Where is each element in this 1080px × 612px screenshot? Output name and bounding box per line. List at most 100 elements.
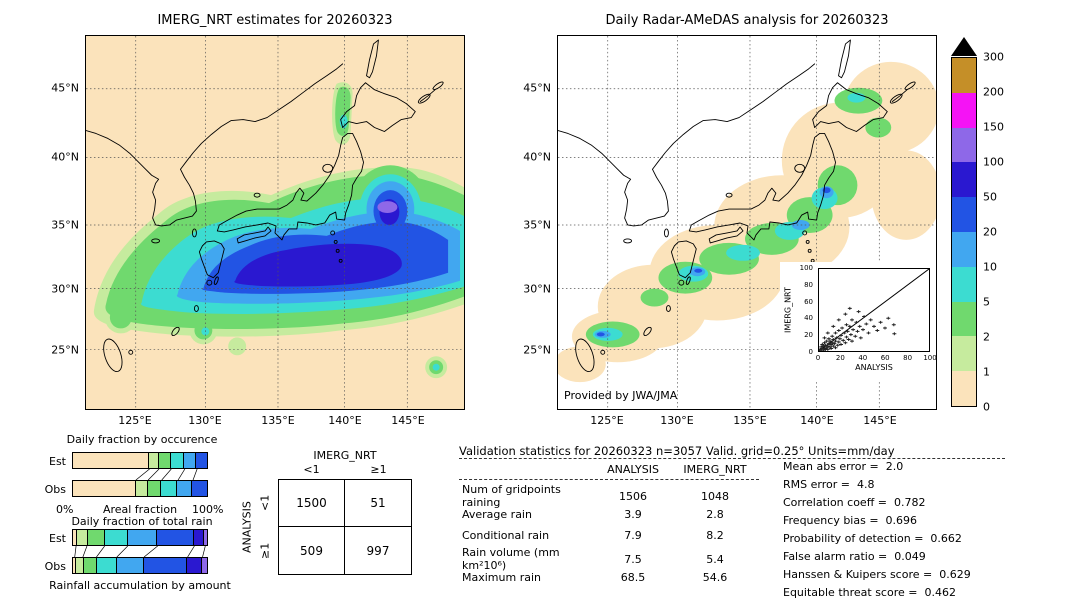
scatter-point	[846, 330, 850, 333]
right-lon-tick-label: 125°E	[590, 414, 624, 427]
scatter-point	[841, 339, 845, 342]
scatter-point	[875, 329, 879, 332]
inset-y-tick-label: 40	[804, 314, 813, 323]
left-lat-tick-label: 30°N	[51, 282, 79, 296]
left-lat-tick-label: 45°N	[51, 81, 79, 95]
left-lat-tick-label: 35°N	[51, 218, 79, 232]
inset-x-tick-label: 0	[815, 354, 821, 362]
scatter-point	[819, 345, 823, 348]
right-map-title: Daily Radar-AMeDAS analysis for 20260323	[605, 13, 889, 28]
stats-analysis-value: 68.5	[620, 571, 646, 584]
metric-line: Probability of detection = 0.662	[783, 532, 962, 545]
colorbar-tick-label: 2	[983, 330, 990, 344]
colorbar-band-9	[952, 371, 976, 406]
colorbar-band-2	[952, 127, 976, 163]
scatter-point	[837, 341, 841, 344]
scatter-point	[836, 344, 840, 347]
occurrence-x-max: 100%	[192, 503, 224, 516]
scatter-point	[872, 325, 876, 328]
metric-line: RMS error = 4.8	[783, 478, 875, 491]
bar-segment	[149, 453, 159, 468]
inset-y-tick-label: 100	[799, 264, 813, 272]
colorbar-band-5	[952, 231, 976, 267]
left-lon-tick-label: 140°E	[328, 414, 362, 427]
colorbar-tick-label: 300	[983, 50, 1004, 64]
bar-segment	[177, 481, 193, 496]
stats-imerg-value: 54.6	[702, 571, 728, 584]
inset-y-ticks: 0 20 40 60 80 100	[796, 264, 815, 356]
totalrain-obs-label: Obs	[44, 560, 66, 573]
contingency-row-lt1: <1	[258, 494, 272, 512]
metric-line: Mean abs error = 2.0	[783, 460, 904, 473]
inset-diagonal-line	[819, 269, 929, 351]
scatter-point	[853, 335, 857, 338]
scatter-point	[831, 325, 835, 328]
scatter-point	[845, 323, 849, 326]
stats-imerg-value: 8.2	[706, 529, 724, 542]
right-lon-tick-label: 130°E	[660, 414, 694, 427]
right-lat-tick-label: 40°N	[523, 150, 551, 164]
right-lat-tick-label: 45°N	[523, 81, 551, 95]
bar-segment	[75, 558, 84, 573]
left-precipitation-layer	[93, 82, 464, 379]
inset-x-axis-label: ANALYSIS	[855, 363, 893, 372]
bar-segment	[77, 530, 88, 545]
scatter-point	[832, 342, 836, 345]
contingency-cell: 51	[345, 480, 411, 527]
occurrence-title: Daily fraction by occurence	[66, 433, 218, 446]
scatter-point	[879, 321, 883, 324]
scatter-point	[867, 331, 871, 334]
scatter-point	[825, 340, 829, 343]
occurrence-obs-bar	[72, 480, 208, 497]
scatter-inset: IMERG_NRT 0 20 40 60 80 100 0 20 40 60 80 100 ANAL…	[780, 262, 936, 382]
right-map-canvas	[558, 36, 936, 409]
inset-plot-area	[818, 268, 930, 352]
totalrain-connectors	[74, 546, 206, 557]
inset-y-tick-label: 20	[804, 331, 813, 340]
stats-column-headers: ANALYSIS IMERG_NRT	[459, 463, 758, 476]
left-lon-tick-label: 125°E	[118, 414, 152, 427]
stats-row: Maximum rain 68.5 54.6	[459, 567, 758, 588]
left-map-title: IMERG_NRT estimates for 20260323	[157, 13, 393, 28]
scatter-point	[825, 346, 829, 349]
scatter-point	[823, 336, 827, 339]
colorbar-band-0	[952, 58, 976, 93]
scatter-point	[830, 341, 834, 344]
scatter-point	[892, 332, 896, 335]
contingency-cell: 1500	[279, 480, 345, 527]
scatter-point	[837, 329, 841, 332]
contingency-cell: 509	[279, 527, 345, 574]
stats-rows: Num of gridpoints raining 1506 1048 Average…	[459, 483, 758, 588]
inset-x-ticks: 0 20 40 60 80 100	[815, 354, 936, 363]
right-lon-tick-label: 140°E	[800, 414, 834, 427]
scatter-point	[834, 340, 838, 343]
bar-segment	[157, 530, 194, 545]
scatter-point	[834, 346, 838, 349]
colorbar-tick-label: 100	[983, 155, 1004, 169]
stats-metrics: Mean abs error = 2.0 RMS error = 4.8 Corre…	[783, 458, 971, 602]
bar-segment	[97, 558, 118, 573]
stats-row-label: Average rain	[462, 508, 532, 521]
bar-segment	[196, 453, 207, 468]
occurrence-x-label: Areal fraction	[102, 503, 178, 516]
stats-row-label: Conditional rain	[462, 529, 550, 542]
occurrence-est-bar	[72, 452, 208, 469]
colorbar-tick-label: 10	[983, 260, 997, 274]
inset-points	[819, 269, 929, 351]
contingency-row-ge1: ≥1	[258, 542, 272, 560]
bar-segment	[87, 530, 106, 545]
scatter-point	[850, 340, 854, 343]
bar-segment	[201, 558, 207, 573]
scatter-point	[820, 343, 824, 346]
bar-segment	[148, 481, 162, 496]
bar-segment	[158, 453, 171, 468]
right-precipitation-layer	[558, 61, 936, 383]
bar-segment	[143, 558, 187, 573]
scatter-point	[838, 337, 842, 340]
inset-x-tick-label: 40	[858, 354, 868, 362]
bar-segment	[193, 530, 205, 545]
stats-row: Rain volume (mm km²10⁶) 7.5 5.4	[459, 546, 758, 572]
inset-y-tick-label: 60	[804, 297, 813, 306]
right-lon-tick-label: 135°E	[733, 414, 767, 427]
